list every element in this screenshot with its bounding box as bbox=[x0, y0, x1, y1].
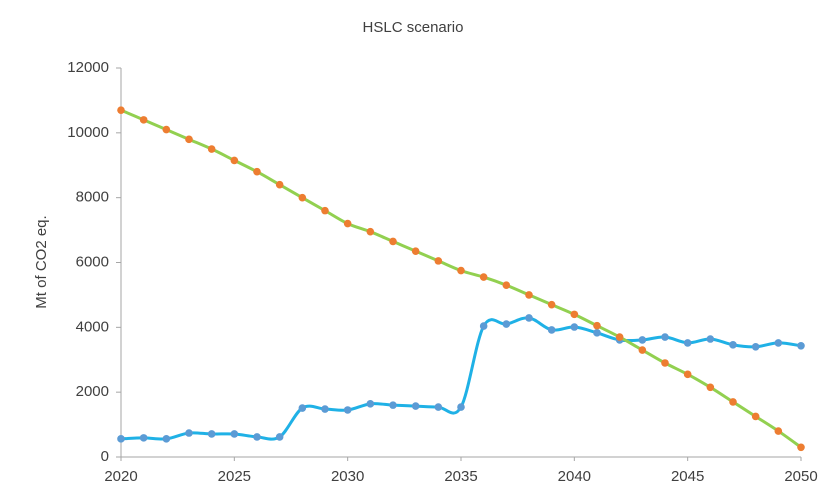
series-marker bbox=[321, 206, 329, 215]
series-marker bbox=[457, 266, 465, 275]
series-marker bbox=[525, 314, 533, 322]
series-marker bbox=[570, 323, 579, 331]
x-tick-label: 2045 bbox=[671, 468, 704, 485]
series-marker bbox=[434, 403, 443, 411]
y-tick-label: 2000 bbox=[76, 383, 109, 400]
series-marker bbox=[457, 403, 465, 411]
series-marker bbox=[298, 404, 307, 412]
y-tick-label: 8000 bbox=[76, 189, 109, 206]
series-marker bbox=[638, 346, 647, 354]
series-marker bbox=[230, 156, 239, 165]
series-marker bbox=[706, 383, 715, 392]
series-marker bbox=[389, 237, 397, 246]
series-marker bbox=[162, 125, 171, 134]
series-marker bbox=[547, 326, 556, 334]
series-marker bbox=[117, 435, 125, 443]
series-marker bbox=[253, 433, 261, 441]
series-marker bbox=[683, 370, 692, 379]
series-marker bbox=[638, 336, 647, 344]
series-marker bbox=[366, 400, 375, 408]
series-marker bbox=[593, 329, 601, 337]
series-marker bbox=[751, 342, 760, 351]
series-marker bbox=[139, 116, 148, 124]
series-marker bbox=[185, 135, 193, 144]
x-tick-label: 2050 bbox=[784, 468, 817, 485]
series-marker bbox=[139, 434, 148, 442]
series-marker bbox=[751, 412, 760, 421]
series-marker bbox=[774, 427, 783, 435]
series-marker bbox=[434, 257, 443, 265]
series-marker bbox=[615, 333, 624, 341]
y-axis-label: Mt of CO2 eq. bbox=[33, 215, 50, 308]
y-tick-label: 6000 bbox=[76, 253, 109, 270]
series-marker bbox=[275, 180, 284, 189]
series-marker bbox=[253, 167, 261, 176]
series-marker bbox=[706, 335, 715, 343]
x-tick-label: 2020 bbox=[104, 468, 137, 485]
series-marker bbox=[411, 402, 420, 410]
series-marker bbox=[479, 273, 488, 281]
chart-title: HSLC scenario bbox=[363, 19, 464, 36]
series-marker bbox=[207, 145, 216, 153]
series-marker bbox=[343, 406, 352, 414]
series-marker bbox=[661, 359, 669, 367]
x-tick-label: 2035 bbox=[444, 468, 477, 485]
series-marker bbox=[389, 401, 397, 409]
series-marker bbox=[797, 342, 805, 350]
series-marker bbox=[411, 247, 420, 255]
y-tick-label: 10000 bbox=[67, 124, 109, 141]
series-marker bbox=[729, 398, 737, 406]
series-marker bbox=[162, 435, 171, 443]
series-marker bbox=[117, 106, 125, 114]
series-marker bbox=[479, 322, 488, 330]
y-tick-label: 0 bbox=[101, 448, 109, 465]
series-line bbox=[120, 316, 802, 441]
series-marker bbox=[729, 341, 737, 349]
series-marker bbox=[185, 429, 193, 437]
series-marker bbox=[525, 291, 533, 299]
series-marker bbox=[797, 443, 805, 452]
series-marker bbox=[230, 430, 239, 438]
series-marker bbox=[593, 321, 601, 330]
series-marker bbox=[298, 193, 307, 202]
series-line bbox=[120, 108, 802, 449]
series-marker bbox=[207, 430, 216, 438]
series-marker bbox=[275, 433, 284, 441]
series-marker bbox=[661, 333, 669, 341]
series-marker bbox=[502, 320, 511, 328]
x-tick-label: 2030 bbox=[331, 468, 364, 485]
series-marker bbox=[570, 310, 579, 319]
series-marker bbox=[321, 405, 329, 413]
x-tick-label: 2040 bbox=[558, 468, 591, 485]
series-marker bbox=[502, 281, 511, 289]
x-tick-label: 2025 bbox=[218, 468, 251, 485]
series-marker bbox=[774, 339, 783, 347]
series-marker bbox=[547, 300, 556, 309]
y-tick-label: 12000 bbox=[67, 59, 109, 76]
series-marker bbox=[366, 227, 375, 236]
y-tick-label: 4000 bbox=[76, 318, 109, 335]
series-marker bbox=[343, 219, 352, 228]
series-marker bbox=[683, 339, 692, 347]
